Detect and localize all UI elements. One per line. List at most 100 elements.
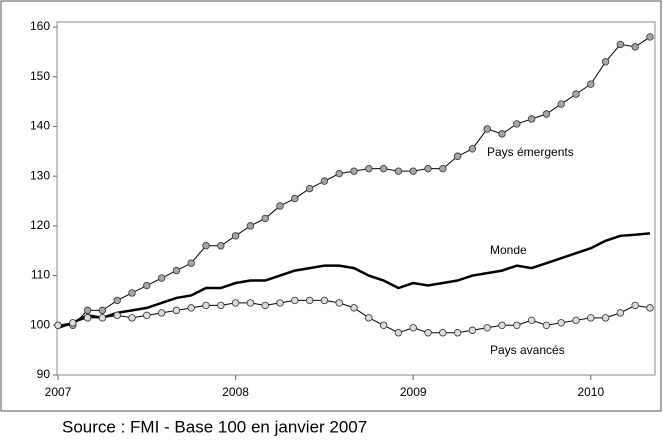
point (350, 167, 358, 175)
point (409, 324, 417, 332)
point (320, 177, 329, 185)
point (113, 296, 121, 305)
point (113, 311, 121, 320)
point (261, 301, 269, 310)
point (379, 321, 388, 329)
point (527, 115, 536, 123)
point (631, 301, 639, 310)
point (439, 164, 447, 173)
point (513, 120, 521, 128)
point (54, 321, 62, 329)
series-line (57, 232, 651, 329)
point (483, 125, 491, 133)
point (601, 58, 610, 66)
point (187, 304, 195, 312)
point (83, 314, 92, 322)
point (128, 289, 136, 297)
point (98, 306, 107, 315)
series-label: Pays émergents (487, 145, 574, 159)
point (69, 319, 77, 327)
point (616, 40, 625, 49)
x-tick-label: 2009 (400, 385, 427, 399)
point (468, 145, 477, 153)
point (217, 242, 225, 250)
point (365, 314, 373, 322)
point (379, 164, 388, 173)
point (202, 301, 210, 310)
point (187, 259, 195, 267)
point (468, 326, 477, 334)
point (424, 329, 432, 337)
point (601, 314, 610, 322)
point (276, 299, 284, 307)
point (335, 299, 343, 307)
point (217, 301, 225, 310)
point (246, 299, 255, 307)
y-tick-label: 90 (37, 367, 51, 381)
point (453, 329, 462, 337)
point (527, 316, 536, 325)
point (335, 169, 343, 178)
point (291, 296, 299, 305)
y-tick-label: 120 (30, 218, 50, 232)
series-label: Monde (490, 243, 527, 257)
point (246, 222, 255, 230)
point (587, 314, 595, 322)
point (143, 311, 151, 320)
point (453, 152, 462, 160)
point (513, 321, 521, 329)
x-tick-label: 2008 (222, 385, 249, 399)
y-tick-label: 110 (31, 268, 50, 282)
point (157, 309, 166, 317)
point (291, 194, 299, 203)
point (542, 321, 551, 329)
point (172, 306, 181, 315)
point (572, 316, 580, 325)
point (394, 167, 403, 175)
point (305, 184, 314, 193)
point (320, 296, 329, 305)
point (394, 329, 403, 337)
point (83, 306, 92, 315)
point (439, 329, 447, 337)
point (350, 304, 358, 312)
point (409, 167, 417, 175)
point (143, 281, 151, 290)
y-tick-label: 160 (30, 19, 50, 33)
plot-frame (56, 21, 656, 376)
point (572, 90, 580, 98)
point (587, 80, 595, 88)
point (157, 274, 166, 282)
point (98, 314, 107, 322)
point (557, 100, 565, 108)
point (631, 43, 639, 51)
y-tick-label: 140 (30, 119, 50, 133)
x-tick-label: 2010 (577, 385, 604, 399)
x-tick-label: 2007 (45, 385, 72, 399)
point (616, 309, 625, 317)
point (365, 164, 373, 173)
point (276, 202, 284, 210)
point (261, 214, 269, 223)
point (231, 232, 240, 240)
point (557, 319, 565, 327)
point (202, 242, 210, 250)
y-tick-label: 130 (30, 168, 50, 182)
y-tick-label: 150 (30, 69, 50, 83)
point (646, 304, 654, 312)
point (172, 266, 181, 275)
chart-border (0, 0, 662, 412)
point (305, 296, 314, 305)
point (483, 324, 491, 332)
point (424, 164, 432, 173)
point (542, 110, 551, 118)
point (498, 130, 506, 138)
point (498, 321, 506, 329)
point (231, 299, 240, 307)
point (128, 314, 136, 322)
point (646, 33, 654, 41)
y-tick-label: 100 (30, 317, 50, 331)
series-label: Pays avancés (490, 343, 565, 357)
